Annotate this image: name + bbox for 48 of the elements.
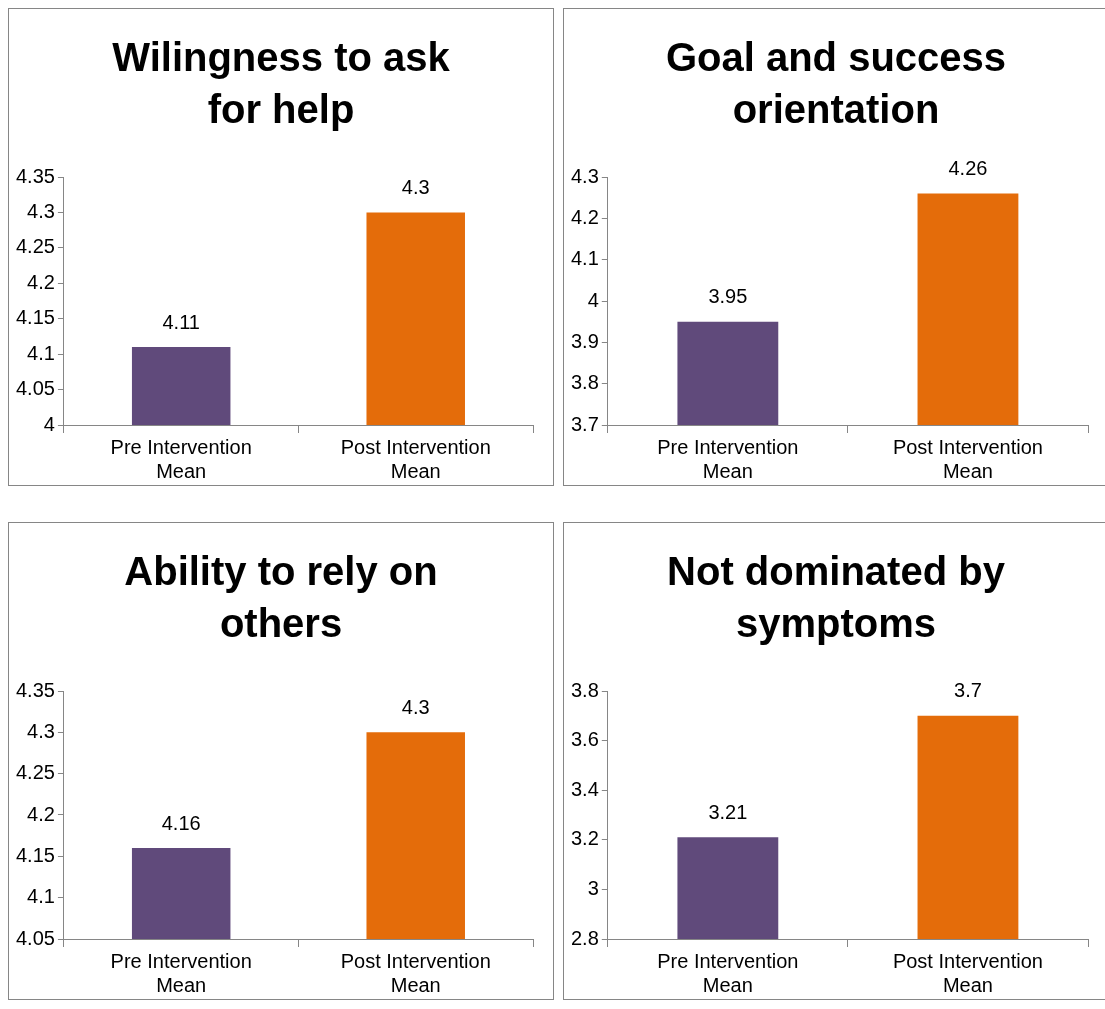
- x-tick-label: Post Intervention Mean: [340, 949, 491, 996]
- y-tick-label: 4.1: [27, 341, 55, 364]
- y-tick-label: 4.3: [570, 164, 599, 187]
- y-tick-label: 4.2: [27, 270, 55, 293]
- y-tick-label: 4.3: [27, 719, 55, 742]
- x-tick-label: Pre Intervention Mean: [110, 435, 252, 482]
- y-tick-label: 4.2: [570, 205, 599, 228]
- y-tick-label: 4.25: [15, 235, 55, 258]
- y-tick-label: 3.8: [570, 678, 599, 701]
- y-tick-label: 4.35: [15, 678, 55, 701]
- y-tick-label: 3: [587, 876, 599, 899]
- chart-title: Wilingness to ask for help: [111, 34, 451, 133]
- y-tick-label: 4: [43, 412, 55, 435]
- data-label: 4.26: [948, 157, 988, 180]
- data-label: 4.3: [401, 695, 430, 718]
- chart-title: Not dominated by symptoms: [666, 548, 1006, 647]
- x-tick-label: Post Intervention Mean: [892, 949, 1043, 996]
- y-tick-label: 4.1: [570, 247, 599, 270]
- y-tick-label: 3.6: [570, 728, 599, 751]
- data-label: 4.3: [401, 175, 430, 198]
- y-tick-label: 3.8: [570, 371, 599, 394]
- data-label: 3.95: [708, 285, 748, 308]
- x-tick-label: Pre Intervention Mean: [110, 949, 252, 996]
- x-tick-label: Post Intervention Mean: [340, 435, 491, 482]
- y-tick-label: 4: [587, 288, 599, 311]
- data-label: 3.7: [954, 679, 982, 702]
- y-tick-label: 2.8: [570, 926, 599, 949]
- x-tick-label: Pre Intervention Mean: [657, 949, 799, 996]
- y-tick-label: 4.15: [15, 843, 55, 866]
- y-tick-label: 4.25: [15, 761, 55, 784]
- y-tick-label: 4.1: [27, 885, 55, 908]
- data-label: 3.21: [708, 800, 748, 823]
- y-tick-label: 3.7: [570, 412, 599, 435]
- data-label: 4.11: [162, 310, 200, 333]
- y-tick-label: 3.4: [570, 777, 599, 800]
- y-tick-label: 4.2: [27, 802, 55, 825]
- y-tick-label: 4.3: [27, 199, 55, 222]
- y-tick-label: 3.2: [570, 827, 599, 850]
- x-tick-label: Pre Intervention Mean: [657, 435, 799, 482]
- y-tick-label: 3.9: [570, 329, 599, 352]
- x-tick-label: Post Intervention Mean: [892, 435, 1043, 482]
- y-tick-label: 4.05: [15, 377, 55, 400]
- chart-title: Ability to rely on others: [123, 548, 439, 647]
- y-tick-label: 4.35: [15, 164, 55, 187]
- chart-title: Goal and success orientation: [664, 34, 1008, 133]
- y-tick-label: 4.15: [15, 306, 55, 329]
- data-label: 4.16: [161, 811, 201, 834]
- y-tick-label: 4.05: [15, 926, 55, 949]
